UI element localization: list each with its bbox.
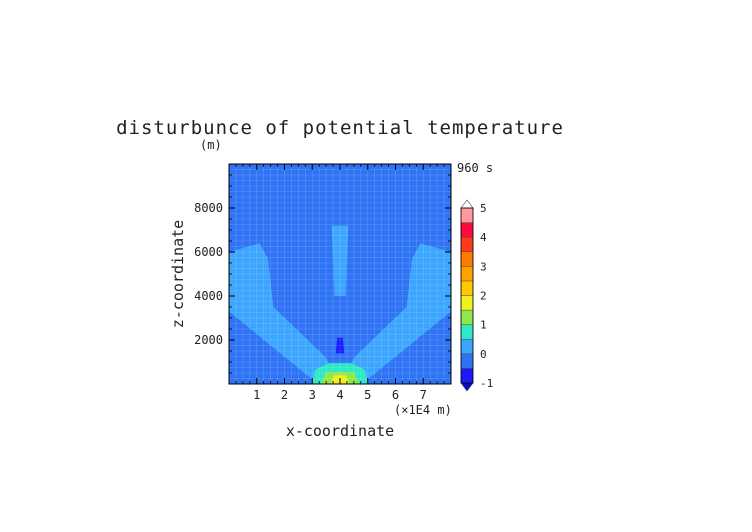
colorbar-segment [460, 309, 474, 325]
x-tick-label: 3 [309, 388, 316, 402]
x-axis-title: x-coordinate [286, 422, 394, 440]
x-tick-label: 6 [392, 388, 399, 402]
grid-layer [229, 164, 451, 384]
y-tick-label: 2000 [194, 333, 223, 347]
colorbar-tick-label: 1 [480, 319, 487, 332]
colorbar-tick-label: 2 [480, 290, 487, 303]
colorbar-tick-label: 0 [480, 348, 487, 361]
colorbar-segment [460, 339, 474, 355]
colorbar-tick-label: -1 [480, 377, 493, 390]
colorbar-segment [460, 295, 474, 311]
y-tick-label: 6000 [194, 245, 223, 259]
y-tick-label: 8000 [194, 201, 223, 215]
cold-lobe [335, 337, 345, 354]
colorbar-segment [460, 280, 474, 296]
y-axis-unit: (m) [200, 138, 222, 152]
y-axis: 2000 4000 6000 8000 [194, 174, 451, 374]
y-tick-label: 4000 [194, 289, 223, 303]
colorbar-tick-label: 5 [480, 202, 487, 215]
x-tick-label: 2 [281, 388, 288, 402]
colorbar-segment [460, 324, 474, 340]
central-column [331, 225, 349, 296]
colorbar-segment [460, 207, 474, 223]
colorbar: -1 0 1 2 3 4 5 [460, 199, 493, 392]
colorbar-tick-label: 3 [480, 260, 487, 273]
colorbar-lower-arrow [460, 382, 474, 392]
colorbar-upper-arrow [460, 199, 474, 209]
chart-title: disturbunce of potential temperature [116, 117, 564, 139]
plot-area [228, 163, 452, 385]
y-axis-title: z-coordinate [169, 220, 187, 328]
colorbar-segment [460, 236, 474, 252]
x-tick-label: 4 [336, 388, 343, 402]
field-layer [229, 225, 451, 384]
colorbar-tick-label: 4 [480, 231, 487, 244]
x-tick-label: 7 [420, 388, 427, 402]
colorbar-segment [460, 266, 474, 282]
colorbar-segment [460, 353, 474, 369]
colorbar-segment [460, 251, 474, 267]
x-axis-unit: (×1E4 m) [394, 403, 452, 417]
colorbar-segment [460, 368, 474, 384]
x-axis: 1 2 3 4 5 6 7 [235, 164, 445, 402]
left-plume [229, 243, 338, 384]
colorbar-frame [460, 207, 474, 384]
x-tick-label: 5 [364, 388, 371, 402]
time-label: 960 s [457, 161, 493, 175]
right-plume [342, 243, 451, 384]
colorbar-segment [460, 222, 474, 238]
x-tick-label: 1 [253, 388, 260, 402]
